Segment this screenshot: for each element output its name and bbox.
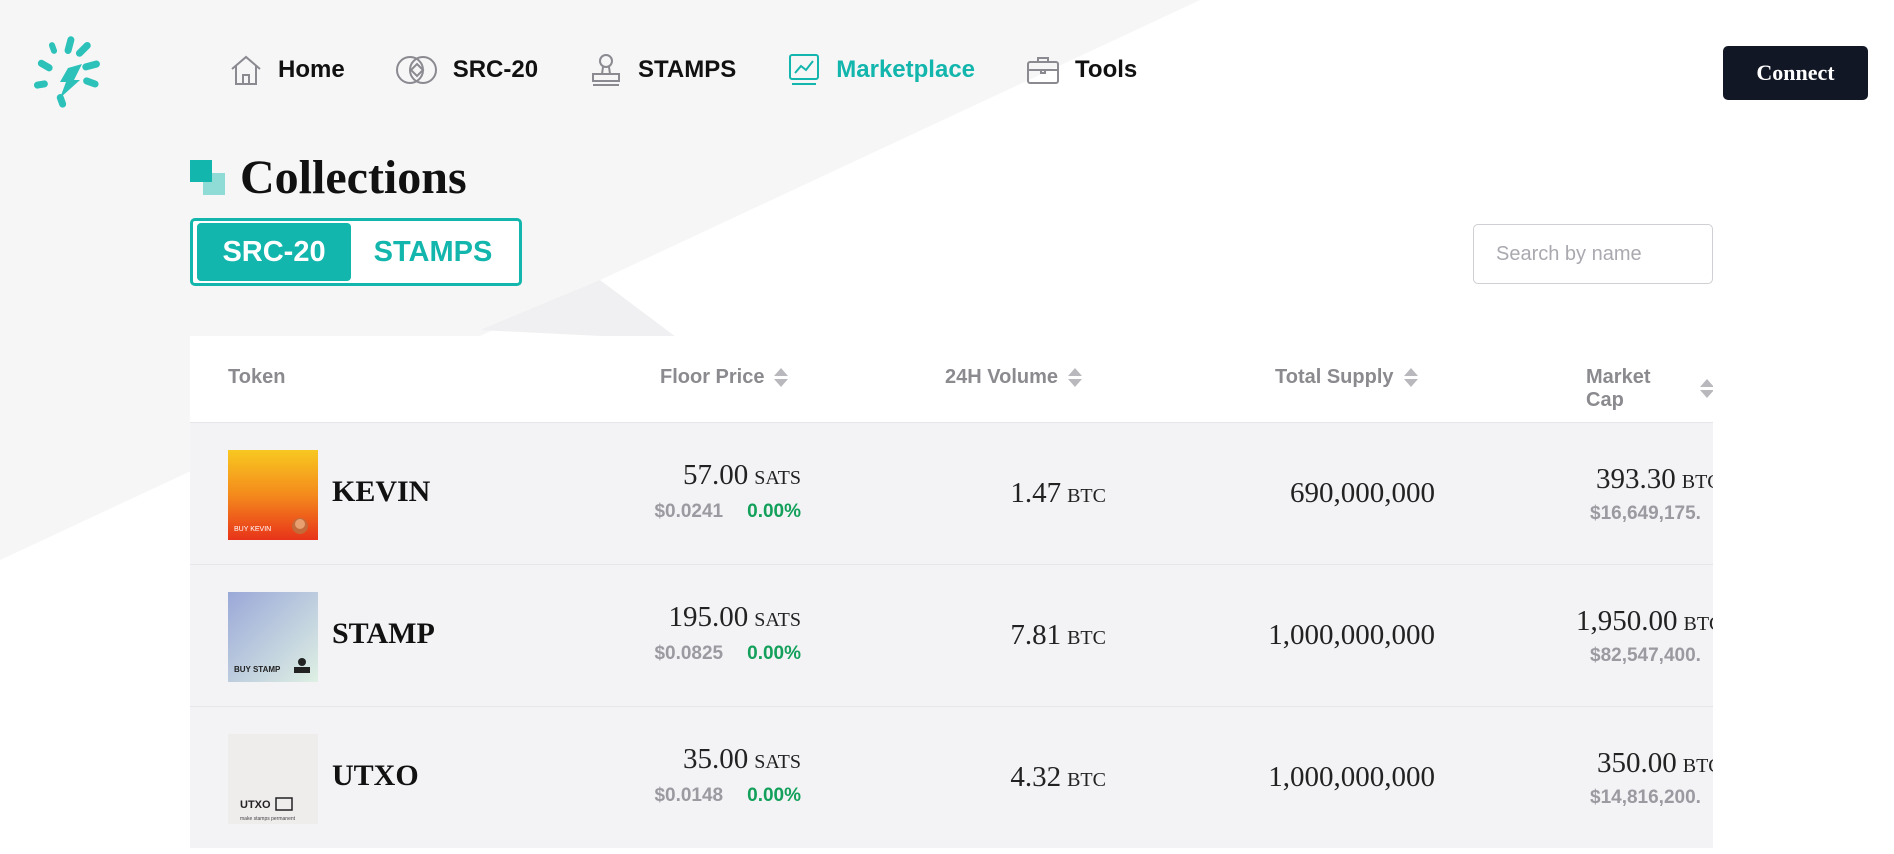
- floor-value: 35.00: [683, 743, 749, 775]
- volume-unit: BTC: [1067, 769, 1106, 791]
- column-header-volume[interactable]: 24H Volume: [945, 366, 1082, 389]
- token-name[interactable]: UTXO: [332, 759, 419, 792]
- nav-label: Home: [278, 56, 345, 83]
- mcap-unit: BTC: [1682, 755, 1713, 777]
- volume-value: 1.47: [1010, 477, 1062, 509]
- main-nav: Home SRC-20 STAMPS Marketplace Tools: [228, 52, 1187, 88]
- market-cap-usd: $82,547,400.: [1590, 645, 1701, 666]
- total-supply: 1,000,000,000: [1268, 761, 1435, 793]
- price-change: 0.00%: [747, 643, 801, 664]
- market-cap: 1,950.00BTC: [1576, 605, 1713, 638]
- mcap-unit: BTC: [1681, 471, 1713, 493]
- mcap-unit: BTC: [1683, 613, 1714, 635]
- token-thumbnail: BUY STAMP: [228, 592, 318, 682]
- market-cap: 350.00BTC: [1597, 747, 1713, 780]
- volume-24h: 1.47 BTC: [1010, 477, 1106, 510]
- home-icon: [231, 55, 261, 85]
- thumb-text: BUY KEVIN: [234, 526, 271, 533]
- header-label: Token: [228, 366, 286, 388]
- floor-price: 35.00 SATS: [683, 743, 801, 776]
- floor-unit: SATS: [754, 467, 801, 489]
- usd-price: $0.0241: [654, 501, 724, 522]
- usd-price: $0.0825: [654, 643, 724, 664]
- table-row[interactable]: UTXO make stamps permanent UTXO 35.00 SAT…: [190, 706, 1713, 848]
- token-name[interactable]: STAMP: [332, 617, 435, 650]
- nav-label: STAMPS: [638, 56, 737, 83]
- thumb-text: BUY STAMP: [234, 665, 281, 674]
- table-header: Token Floor Price 24H Volume Total Suppl…: [190, 336, 1713, 422]
- token-name[interactable]: KEVIN: [332, 475, 431, 508]
- header-label: Total Supply: [1275, 366, 1394, 388]
- total-supply: 1,000,000,000: [1268, 619, 1435, 651]
- volume-value: 7.81: [1010, 619, 1062, 651]
- token-thumbnail: BUY KEVIN: [228, 450, 318, 540]
- connect-button[interactable]: Connect: [1723, 46, 1868, 100]
- volume-unit: BTC: [1067, 485, 1106, 507]
- header-label: Market Cap: [1586, 366, 1651, 411]
- column-header-total-supply[interactable]: Total Supply: [1275, 366, 1418, 389]
- table-row[interactable]: BUY KEVIN KEVIN 57.00 SATS $0.0241 0.00% 1…: [190, 422, 1713, 564]
- top-navigation-bar: Home SRC-20 STAMPS Marketplace Tools: [0, 0, 1894, 150]
- thumb-text: UTXO: [240, 799, 271, 811]
- nav-label: Marketplace: [836, 56, 976, 83]
- market-cap-usd: $16,649,175.: [1590, 503, 1701, 524]
- logo-icon[interactable]: [34, 34, 114, 114]
- sort-icon[interactable]: [1699, 379, 1713, 399]
- floor-price: 57.00 SATS: [683, 459, 801, 492]
- page-title: Collections: [240, 151, 467, 204]
- column-header-token[interactable]: Token: [228, 366, 285, 389]
- floor-value: 57.00: [683, 459, 749, 491]
- nav-label: Tools: [1075, 56, 1138, 83]
- page-header: Collections: [190, 150, 467, 205]
- nav-item-marketplace[interactable]: Marketplace: [786, 52, 975, 88]
- mcap-value: 1,950.00: [1576, 605, 1678, 637]
- floor-price-sub: $0.0825 0.00%: [654, 643, 801, 665]
- column-header-floor-price[interactable]: Floor Price: [660, 366, 789, 389]
- tab-src20[interactable]: SRC-20: [197, 223, 352, 281]
- collection-type-tabs: SRC-20 STAMPS: [190, 218, 522, 286]
- collections-table: Token Floor Price 24H Volume Total Suppl…: [190, 336, 1713, 854]
- sort-icon[interactable]: [774, 367, 789, 388]
- floor-price: 195.00 SATS: [669, 601, 801, 634]
- nav-label: SRC-20: [452, 56, 539, 83]
- nav-item-home[interactable]: Home: [228, 52, 345, 88]
- nav-item-tools[interactable]: Tools: [1025, 52, 1137, 88]
- header-label: Floor Price: [660, 366, 765, 388]
- usd-price: $0.0148: [654, 785, 724, 806]
- floor-price-sub: $0.0148 0.00%: [654, 785, 801, 807]
- briefcase-icon: [1027, 57, 1060, 84]
- floor-value: 195.00: [668, 601, 749, 633]
- nav-item-stamps[interactable]: STAMPS: [588, 52, 736, 88]
- coins-icon: [395, 56, 437, 84]
- token-thumbnail: UTXO make stamps permanent: [228, 734, 318, 824]
- search-input[interactable]: [1473, 224, 1713, 284]
- price-change: 0.00%: [747, 785, 801, 806]
- collections-icon: [190, 159, 226, 196]
- stamp-icon: [592, 54, 621, 86]
- volume-24h: 4.32 BTC: [1010, 761, 1106, 794]
- column-header-market-cap[interactable]: Market Cap: [1586, 366, 1713, 412]
- nav-item-src20[interactable]: SRC-20: [395, 52, 538, 88]
- floor-price-sub: $0.0241 0.00%: [654, 501, 801, 523]
- mcap-value: 350.00: [1597, 747, 1677, 779]
- table-row[interactable]: BUY STAMP STAMP 195.00 SATS $0.0825 0.00% …: [190, 564, 1713, 706]
- header-label: 24H Volume: [945, 366, 1058, 388]
- price-change: 0.00%: [747, 501, 801, 522]
- total-supply: 690,000,000: [1290, 477, 1435, 509]
- tab-stamps[interactable]: STAMPS: [373, 235, 493, 268]
- chart-icon: [789, 54, 820, 85]
- sort-icon[interactable]: [1403, 367, 1418, 388]
- floor-unit: SATS: [754, 751, 801, 773]
- market-cap-usd: $14,816,200.: [1590, 787, 1701, 808]
- volume-24h: 7.81 BTC: [1010, 619, 1106, 652]
- sort-icon[interactable]: [1068, 367, 1082, 388]
- thumb-subtext: make stamps permanent: [240, 816, 296, 822]
- volume-unit: BTC: [1067, 627, 1106, 649]
- floor-unit: SATS: [754, 609, 801, 631]
- market-cap: 393.30BTC: [1596, 463, 1713, 496]
- mcap-value: 393.30: [1596, 463, 1676, 495]
- volume-value: 4.32: [1010, 761, 1062, 793]
